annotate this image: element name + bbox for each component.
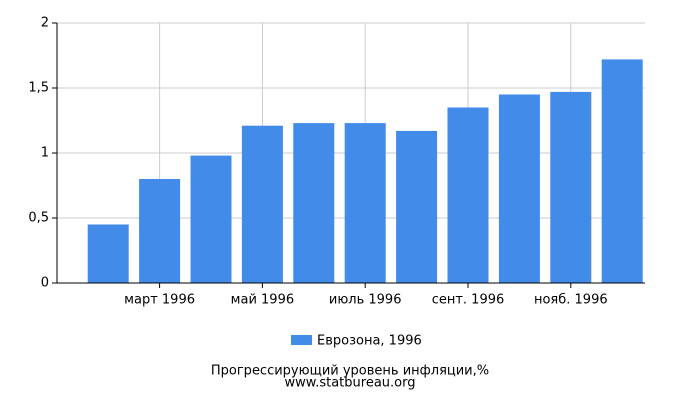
chart-title: Прогрессирующий уровень инфляции,% bbox=[211, 364, 489, 379]
bar bbox=[550, 91, 592, 284]
chart-subtitle: www.statbureau.org bbox=[285, 376, 416, 391]
bar bbox=[190, 155, 232, 283]
y-tick-label: 0 bbox=[41, 276, 49, 291]
bar bbox=[601, 59, 643, 284]
bar bbox=[87, 224, 129, 283]
bar bbox=[139, 179, 181, 283]
legend-label: Еврозона, 1996 bbox=[317, 334, 422, 349]
x-tick-label: май 1996 bbox=[231, 293, 294, 308]
bar bbox=[344, 123, 386, 283]
y-tick-label: 0,5 bbox=[28, 211, 49, 226]
y-tick-label: 1,5 bbox=[28, 81, 49, 96]
y-tick-label: 2 bbox=[41, 16, 49, 31]
x-tick-label: сент. 1996 bbox=[432, 293, 505, 308]
bar bbox=[498, 94, 540, 283]
bar bbox=[447, 107, 489, 283]
bar bbox=[293, 123, 335, 283]
legend-swatch bbox=[291, 335, 312, 345]
y-tick-label: 1 bbox=[41, 146, 49, 161]
x-tick-label: нояб. 1996 bbox=[534, 293, 608, 308]
x-tick-label: март 1996 bbox=[124, 293, 195, 308]
bar bbox=[396, 130, 438, 283]
bar bbox=[241, 125, 283, 283]
x-tick-label: июль 1996 bbox=[329, 293, 402, 308]
